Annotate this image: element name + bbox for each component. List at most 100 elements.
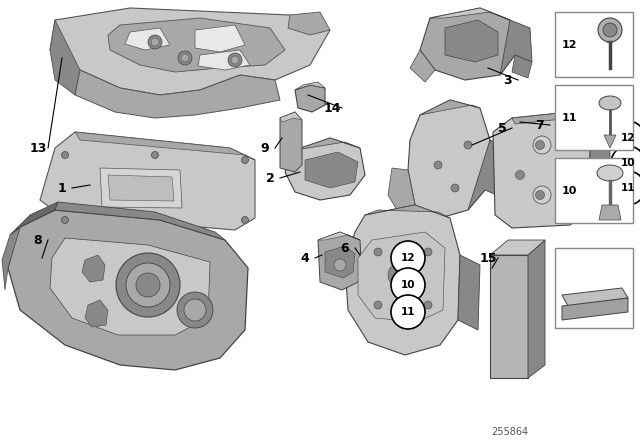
Text: 7: 7 [536,119,545,132]
Polygon shape [468,140,510,210]
Text: 12: 12 [401,253,415,263]
Polygon shape [325,246,355,278]
Polygon shape [8,210,248,370]
Circle shape [228,53,242,67]
Circle shape [598,18,622,42]
Polygon shape [590,125,610,218]
Polygon shape [295,138,360,150]
Text: 13: 13 [29,142,47,155]
Polygon shape [198,50,250,70]
Polygon shape [358,232,445,322]
Circle shape [536,141,545,150]
Bar [555,12,633,77]
Bar [555,248,633,328]
Circle shape [184,299,206,321]
Text: 14: 14 [323,102,340,115]
Polygon shape [100,168,182,208]
Polygon shape [562,288,628,306]
Text: 11: 11 [401,307,415,317]
Polygon shape [295,85,325,112]
Text: 15: 15 [479,251,497,264]
Text: 255864: 255864 [492,427,529,437]
Text: 3: 3 [504,73,512,86]
Text: 1: 1 [58,181,67,194]
Circle shape [603,23,617,37]
Circle shape [61,216,68,224]
Circle shape [126,263,170,307]
Polygon shape [288,12,330,35]
Polygon shape [305,152,358,188]
Polygon shape [75,132,255,160]
Bar [555,158,633,223]
Text: 4: 4 [301,251,309,264]
Text: 10: 10 [562,186,577,196]
Circle shape [177,292,213,328]
Text: 10: 10 [401,280,415,290]
Circle shape [533,186,551,204]
Polygon shape [318,232,360,240]
Circle shape [464,141,472,149]
Polygon shape [490,240,545,255]
Circle shape [152,151,159,159]
Polygon shape [410,50,435,82]
Text: 10: 10 [621,158,636,168]
Polygon shape [82,255,105,282]
Circle shape [561,165,570,175]
Text: 5: 5 [498,121,506,134]
Circle shape [391,268,425,302]
Circle shape [178,51,192,65]
Polygon shape [75,70,280,118]
Polygon shape [40,132,255,230]
Polygon shape [125,28,170,50]
Circle shape [611,146,640,180]
Text: 11: 11 [562,113,577,123]
Circle shape [136,273,160,297]
Circle shape [391,241,425,275]
Polygon shape [345,205,460,355]
Circle shape [434,161,442,169]
Circle shape [533,136,551,154]
Circle shape [451,184,459,192]
Polygon shape [318,232,362,290]
Text: 2: 2 [266,172,275,185]
Polygon shape [420,8,515,80]
Text: 6: 6 [340,241,349,254]
Polygon shape [490,255,528,378]
Polygon shape [528,240,545,378]
Polygon shape [604,135,616,148]
Circle shape [241,156,248,164]
Circle shape [391,295,425,329]
Circle shape [611,171,640,205]
Circle shape [231,56,239,64]
Polygon shape [50,238,210,335]
Text: 11: 11 [621,183,636,193]
Circle shape [61,151,68,159]
Circle shape [241,216,248,224]
Polygon shape [430,8,510,20]
Circle shape [611,121,640,155]
Polygon shape [55,202,225,240]
Circle shape [536,190,545,199]
Circle shape [334,259,346,271]
Text: 9: 9 [260,142,269,155]
Circle shape [374,301,382,309]
Polygon shape [10,202,58,235]
Circle shape [424,248,432,256]
Circle shape [148,35,162,49]
Polygon shape [512,55,532,78]
Polygon shape [280,112,302,122]
Polygon shape [108,175,174,201]
Polygon shape [420,100,480,115]
Text: 12: 12 [621,133,636,143]
Polygon shape [50,20,80,95]
Polygon shape [500,20,532,75]
Polygon shape [85,300,108,327]
Text: 8: 8 [34,233,42,246]
Text: 12: 12 [562,40,577,50]
Circle shape [388,263,412,287]
Polygon shape [2,228,20,290]
Bar [555,85,633,150]
Polygon shape [365,205,450,218]
Polygon shape [458,255,480,330]
Polygon shape [445,20,498,62]
